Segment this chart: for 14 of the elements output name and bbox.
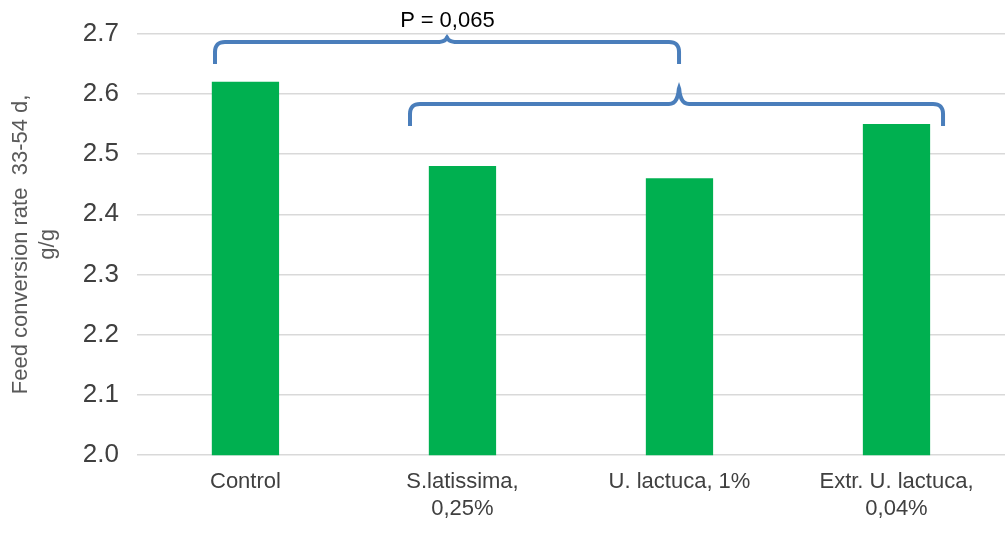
y-tick-label: 2.0 <box>82 438 119 469</box>
x-tick-label: Control <box>209 468 281 494</box>
y-tick-label: 2.2 <box>82 317 119 348</box>
y-tick-label: 2.7 <box>82 16 119 47</box>
y-tick-label: 2.5 <box>82 137 119 168</box>
y-axis-title: Feed conversion rate 33-54 d, g/g <box>7 94 59 395</box>
x-tick-label: U. lactuca, 1% <box>608 468 751 494</box>
y-tick-label: 2.1 <box>82 378 119 409</box>
y-tick-label: 2.6 <box>82 77 119 107</box>
y-tick-label: 2.3 <box>82 257 119 288</box>
text: P = 0,065 <box>400 7 495 33</box>
x-tick-label: S.latissima, 0,25% <box>406 468 519 520</box>
x-tick-label: Extr. U. lactuca, 0,04% <box>819 468 974 520</box>
y-tick-label: 2.4 <box>82 197 119 228</box>
